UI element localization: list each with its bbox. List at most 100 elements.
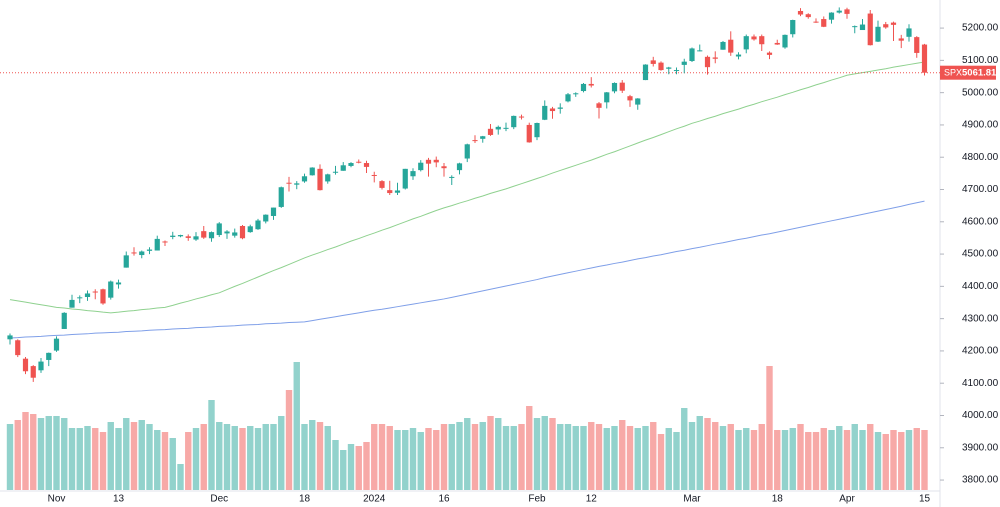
volume-bar: [371, 424, 378, 490]
candle-body: [201, 231, 207, 238]
candle-body: [573, 93, 579, 95]
volume-bar: [53, 416, 60, 490]
candle-body: [728, 39, 734, 53]
candle-body: [557, 107, 563, 109]
candle-body: [170, 235, 176, 237]
volume-bar: [417, 432, 424, 490]
candle-body: [852, 26, 858, 28]
candle-body: [604, 92, 610, 103]
candle-body: [387, 190, 393, 194]
volume-bar: [84, 426, 91, 490]
volume-bar: [913, 428, 920, 490]
volume-bar: [867, 424, 874, 490]
volume-bar: [712, 422, 719, 490]
volume-bar: [619, 420, 626, 490]
volume-bar: [154, 430, 161, 490]
volume-bar: [22, 412, 29, 490]
volume-bar: [549, 418, 556, 490]
candle-body: [317, 168, 323, 191]
volume-bar: [425, 428, 432, 490]
volume-bar: [921, 430, 928, 490]
volume-bar: [580, 426, 587, 490]
candle-body: [232, 232, 238, 236]
volume-bar: [262, 424, 269, 490]
candle-body: [15, 340, 21, 356]
candle-body: [286, 182, 292, 184]
candle-body: [526, 124, 532, 143]
candle-body: [766, 52, 773, 55]
x-tick-label: 18: [299, 494, 311, 505]
volume-bar: [177, 464, 184, 490]
volume-bar: [665, 428, 672, 490]
candle-body: [619, 82, 625, 91]
candle-body: [332, 171, 339, 173]
candle-body: [797, 10, 804, 15]
candle-body: [348, 163, 354, 166]
volume-bar: [293, 362, 300, 490]
candle-body: [441, 166, 447, 169]
candle-body: [270, 207, 277, 216]
candle-body: [751, 36, 757, 40]
volume-bar: [231, 426, 238, 490]
candle-body: [805, 14, 811, 18]
candle-body: [38, 361, 44, 371]
volume-bar: [123, 418, 130, 490]
candle-body: [239, 225, 246, 239]
candle-body: [480, 136, 486, 139]
candle-body: [790, 20, 796, 35]
volume-bar: [533, 418, 541, 490]
y-tick-label: 3800.00: [962, 475, 999, 486]
x-tick-label: 2024: [363, 494, 386, 505]
moving-average: [9, 61, 925, 314]
candle-body: [580, 83, 587, 92]
candle-body: [263, 214, 269, 222]
volume-bar: [107, 422, 114, 490]
candle-body: [921, 44, 928, 73]
volume-bar: [727, 424, 734, 490]
volume-bar: [115, 428, 122, 490]
volume-bar: [409, 428, 417, 490]
x-tick-label: Apr: [839, 494, 855, 505]
candle-body: [294, 183, 300, 185]
volume-bar: [805, 432, 812, 490]
candle-body: [720, 41, 726, 50]
candle-body: [162, 241, 168, 243]
candle-body: [611, 82, 618, 92]
candle-body: [224, 231, 230, 234]
volume-bar: [309, 420, 316, 490]
volume-bar: [657, 434, 665, 490]
candle-body: [743, 36, 749, 50]
volume-bar: [92, 428, 99, 490]
candle-body: [255, 220, 261, 230]
volume-bar: [76, 428, 83, 490]
volume-bar: [572, 426, 579, 490]
volume-bar: [836, 426, 843, 490]
candle-body: [542, 105, 548, 120]
volume-bar: [890, 430, 897, 490]
candle-body: [46, 352, 52, 360]
y-tick-label: 4400.00: [962, 281, 999, 292]
candle-body: [154, 238, 160, 251]
candle-body: [875, 26, 881, 42]
candle-body: [836, 10, 842, 13]
candle-body: [774, 42, 780, 45]
candle-body: [681, 61, 687, 65]
candle-body: [84, 293, 91, 298]
x-tick-label: 15: [919, 494, 931, 505]
candle-body: [92, 291, 98, 293]
candle-body: [177, 235, 184, 237]
volume-bar: [851, 424, 858, 490]
candle-body: [30, 366, 36, 378]
volume-bar: [6, 424, 14, 490]
volume-bar: [611, 426, 618, 490]
volume-bar: [301, 424, 308, 490]
volume-bar: [719, 426, 727, 490]
candle-body: [503, 127, 509, 129]
volume-bar: [68, 428, 76, 490]
volume-bar: [223, 424, 231, 490]
candle-body: [108, 281, 114, 298]
volume-bar: [696, 416, 703, 490]
volume-bar: [859, 430, 866, 490]
x-tick-label: Nov: [48, 494, 66, 505]
candle-body: [123, 255, 129, 268]
